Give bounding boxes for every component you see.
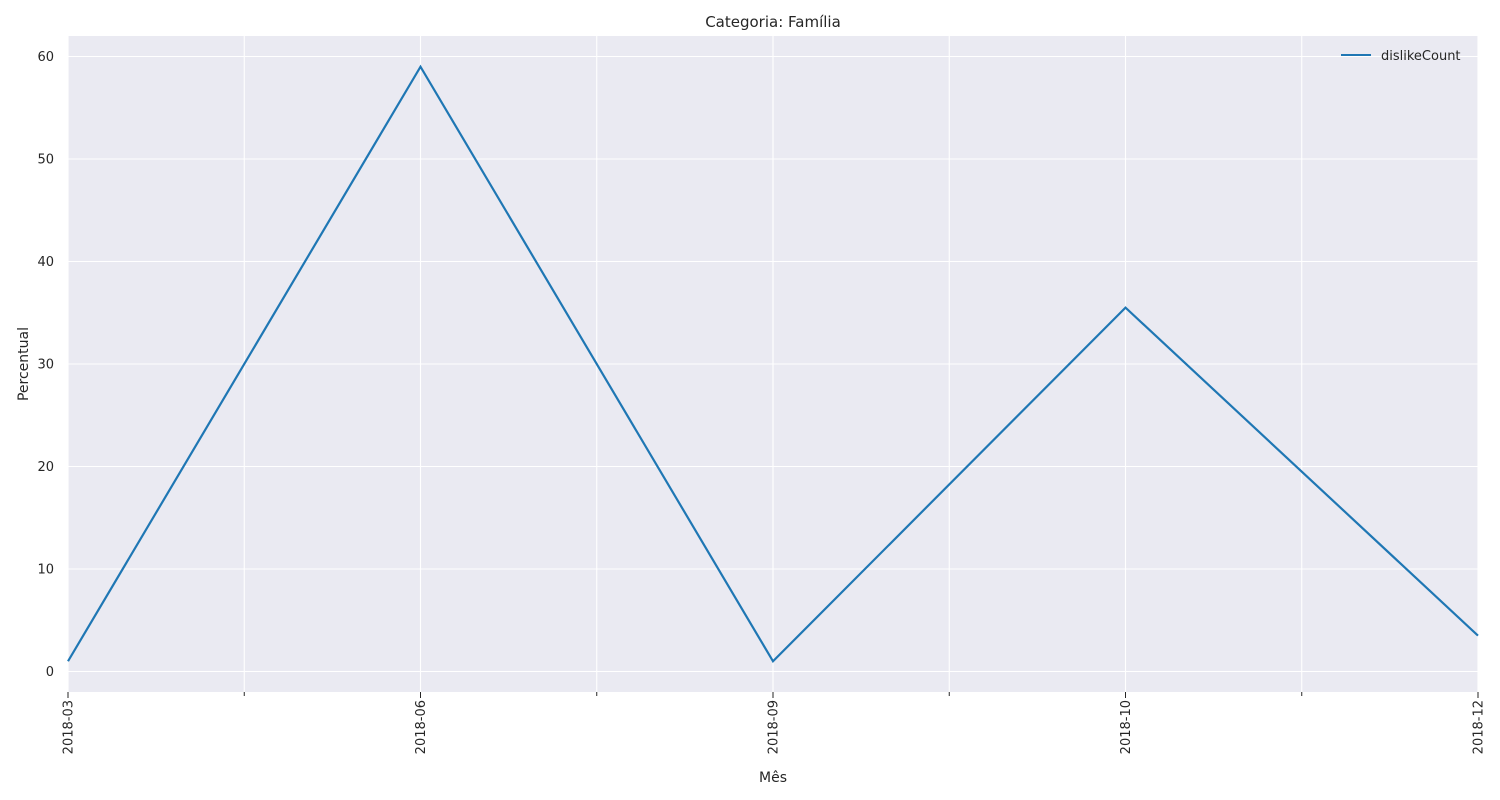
y-tick-label: 20 bbox=[37, 460, 54, 475]
x-tick-label: 2018-12 bbox=[1472, 700, 1487, 754]
legend: dislikeCount bbox=[1341, 49, 1461, 64]
y-tick-label: 50 bbox=[37, 153, 54, 168]
y-tick-label: 40 bbox=[37, 255, 54, 270]
x-tick-label: 2018-09 bbox=[767, 700, 782, 754]
y-tick-label: 10 bbox=[37, 563, 54, 578]
chart-title: Categoria: Família bbox=[705, 13, 841, 31]
x-tick-label: 2018-03 bbox=[62, 700, 77, 754]
x-tick-label: 2018-10 bbox=[1119, 700, 1134, 754]
y-tick-label: 30 bbox=[37, 358, 54, 373]
x-tick-label: 2018-06 bbox=[414, 700, 429, 754]
y-axis-title: Percentual bbox=[16, 327, 32, 401]
y-tick-label: 60 bbox=[37, 50, 54, 65]
minor-x-ticks bbox=[67, 692, 1479, 698]
series-layer bbox=[67, 64, 1479, 664]
y-tick-labels: 0 10 20 30 40 50 60 bbox=[37, 50, 54, 680]
x-tick-labels: 2018-03 2018-06 2018-09 2018-10 2018-12 bbox=[62, 700, 1487, 754]
legend-label-dislikecount: dislikeCount bbox=[1381, 49, 1461, 64]
y-tick-label: 0 bbox=[46, 665, 54, 680]
x-axis-title: Mês bbox=[759, 770, 787, 786]
